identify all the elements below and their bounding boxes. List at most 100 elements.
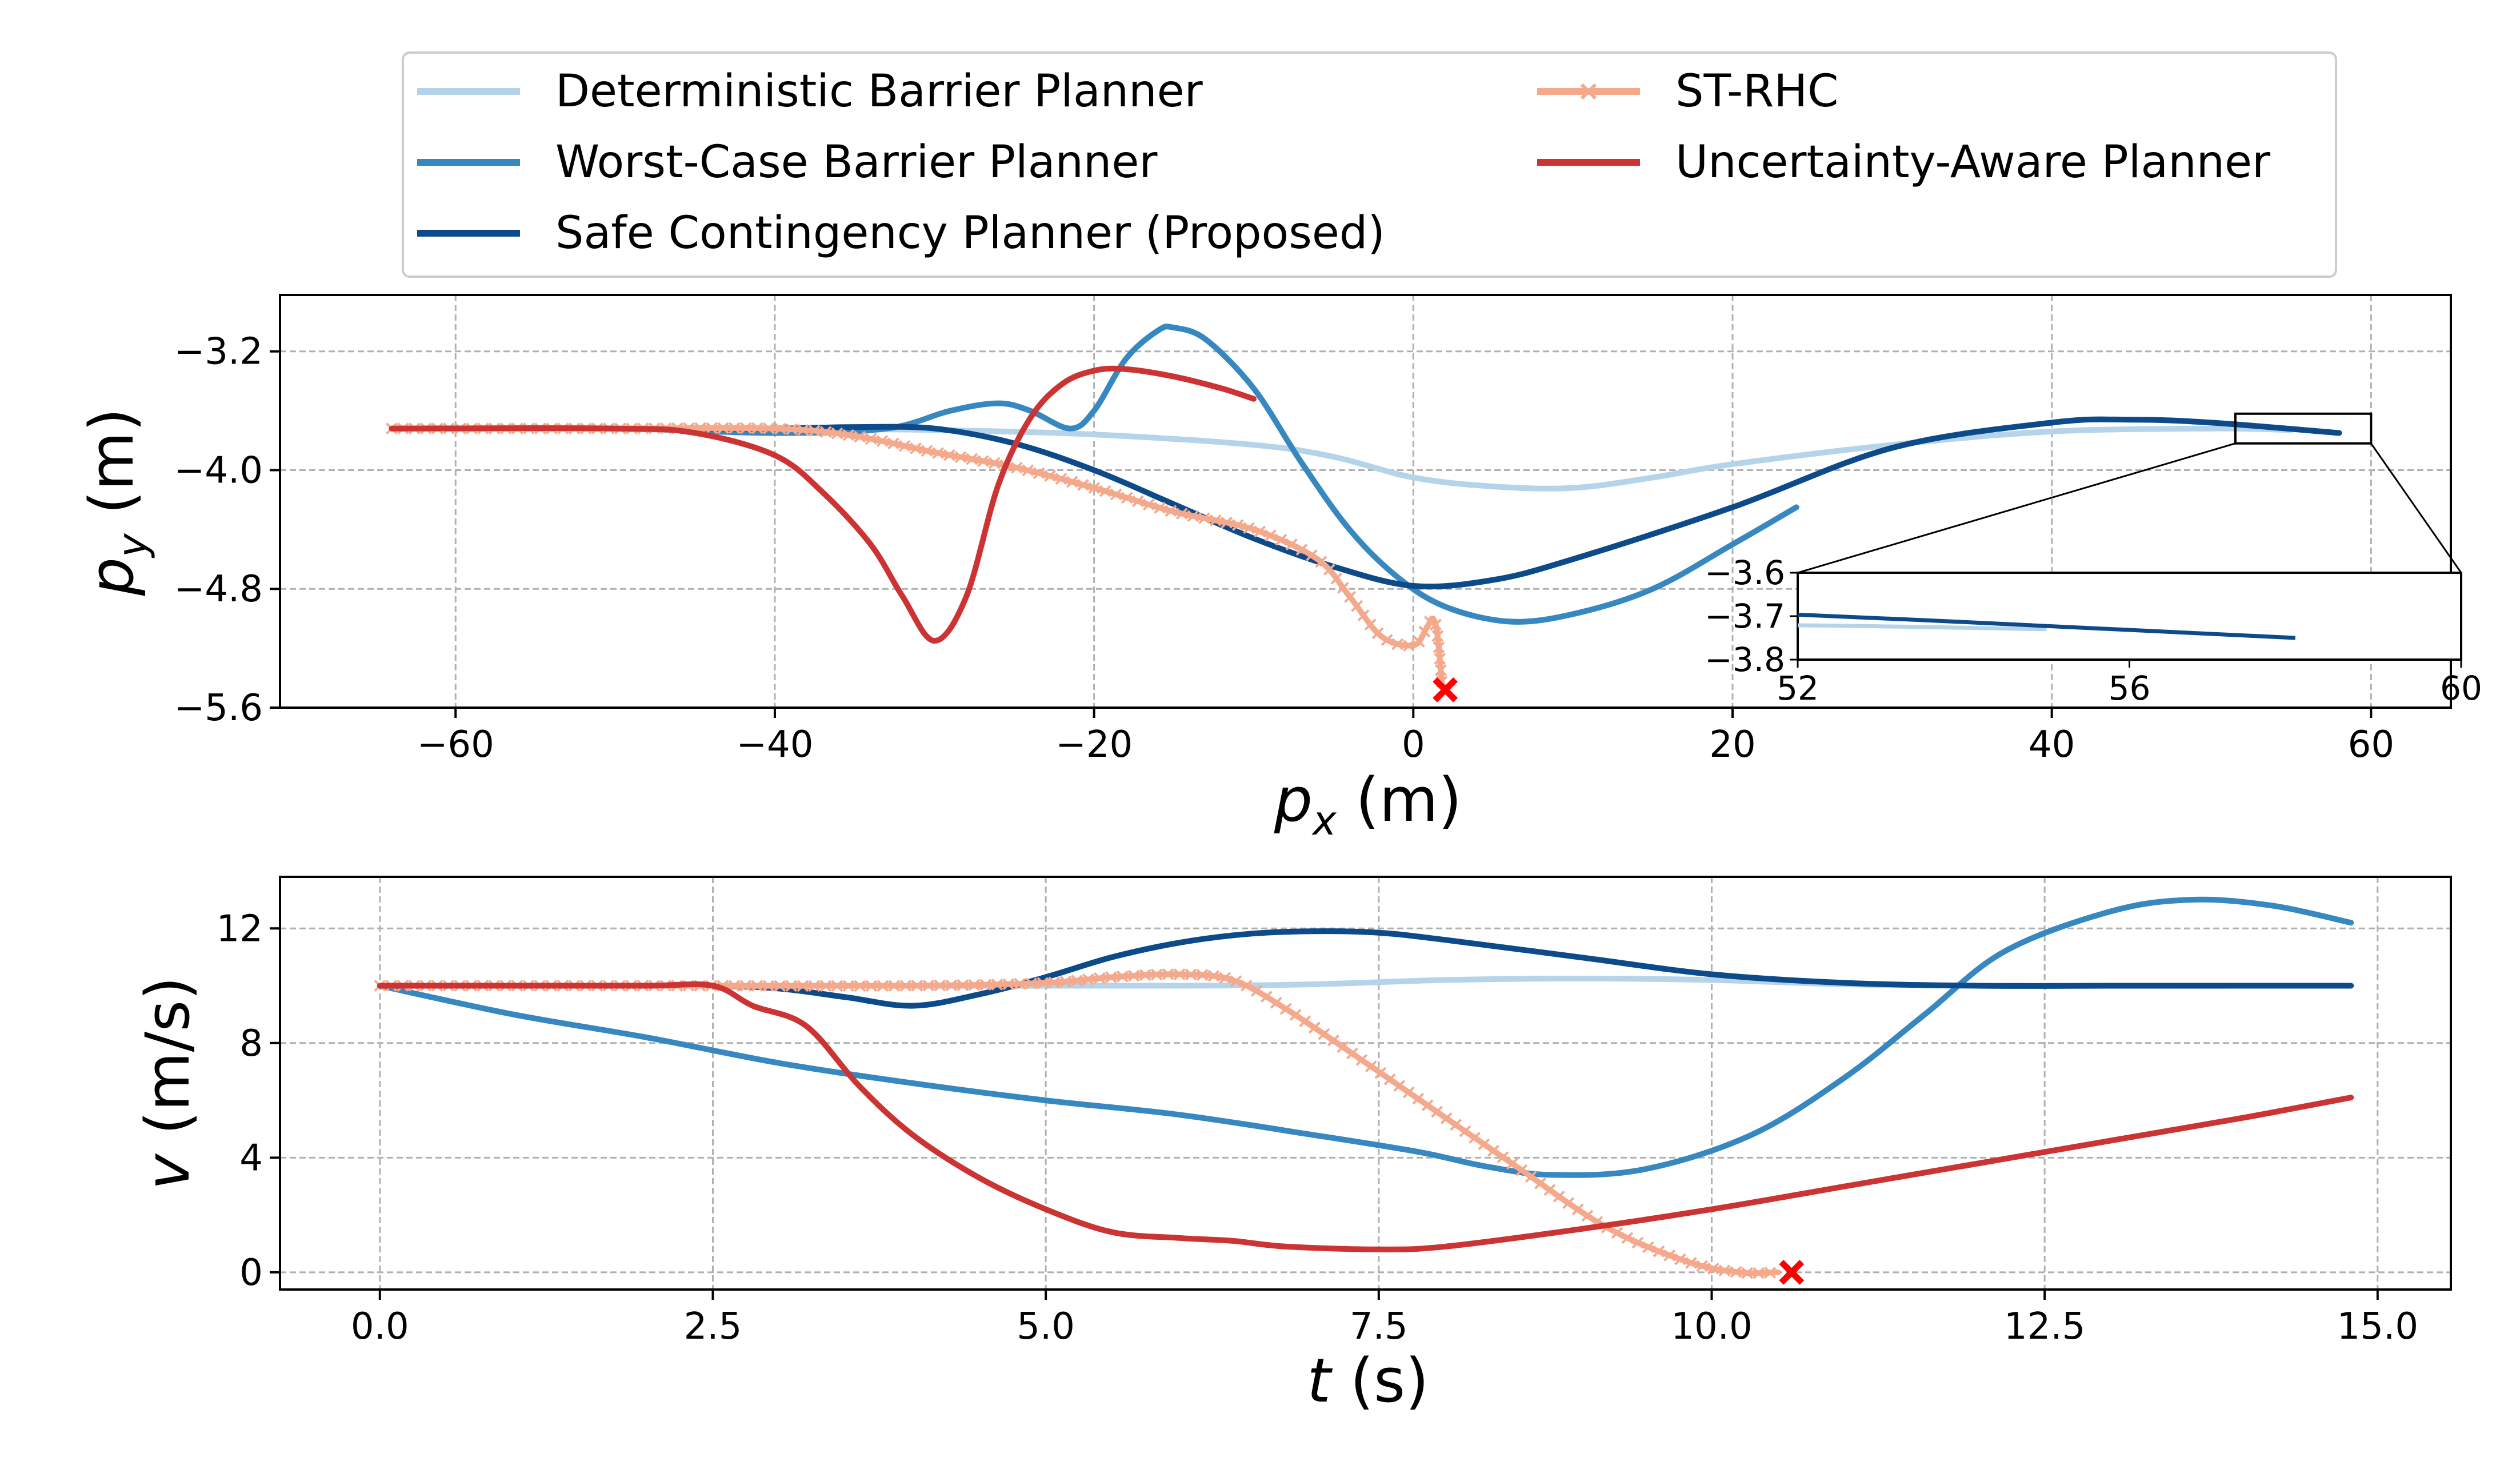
legend-entry-safe-contingency: Safe Contingency Planner (Proposed) [417,207,1385,259]
x-marker [932,447,945,459]
x-marker [1143,498,1155,511]
series-markers-st-rhc [386,422,1448,688]
x-marker [899,980,912,992]
x-marker [1221,516,1233,529]
x-marker [1162,968,1174,980]
x-marker [943,449,955,461]
x-marker [797,424,809,436]
series-line-worst-case-barrier-planner [377,896,2354,1178]
series-line-uncertainty-aware-planner [377,981,2354,1252]
series-lines [374,896,2354,1285]
x-marker [1121,492,1133,504]
x-marker [1037,977,1049,989]
x-marker [1631,1236,1644,1249]
x-marker [979,979,992,991]
x-tick-label: −60 [417,724,494,766]
legend-label: ST-RHC [1675,66,1838,117]
x-marker [1450,1119,1462,1131]
x-marker [1270,996,1282,1009]
inset-series-line-safe-contingency-planner-proposed [1798,612,2295,640]
x-tick-label: 15.0 [2337,1306,2419,1348]
x-marker [808,425,821,437]
x-marker [1139,969,1151,981]
x-marker [945,979,958,992]
x-tick-label: −40 [736,724,813,766]
legend-frame [402,51,2337,278]
x-marker [797,980,809,992]
x-marker [1154,502,1166,514]
x-marker [1279,1003,1292,1015]
x-marker [1653,1245,1665,1258]
x-marker [1196,969,1209,981]
x-marker [1173,968,1186,980]
x-marker [1044,470,1057,482]
x-tick-label: −20 [1055,724,1133,766]
inset-y-tick-label: −3.8 [1705,640,1785,679]
x-marker [1175,508,1188,520]
y-tick-label: 4 [239,1137,263,1179]
inset-y-tick-label: −3.7 [1705,597,1785,636]
x-marker [1402,1086,1415,1099]
x-marker [1344,590,1356,603]
x-marker [934,979,946,992]
x-marker [1289,1009,1302,1021]
crash-marker [1779,1260,1805,1285]
x-marker [888,980,901,992]
x-marker [762,980,775,992]
x-marker [865,980,878,992]
x-marker [774,980,786,992]
x-marker [1207,969,1220,982]
x-marker [1231,519,1244,531]
x-marker [1440,1112,1453,1124]
x-marker [1055,473,1067,485]
x-marker [1131,495,1144,508]
x-marker [1187,510,1199,522]
x-marker [1674,1253,1686,1266]
legend-entry-uncertainty-aware: Uncertainty-Aware Planner [1537,137,2271,188]
x-marker [1433,641,1445,653]
x-marker [1264,529,1277,542]
x-marker [786,423,798,436]
x-marker [1391,638,1404,650]
x-marker [1418,625,1431,638]
x-marker [728,980,741,992]
x-marker [1275,533,1287,546]
x-tick-label: 10.0 [1671,1306,1753,1348]
x-tick-label: 7.5 [1350,1306,1408,1348]
x-marker [831,427,843,440]
x-marker [1250,985,1263,997]
x-marker [1082,973,1094,985]
x-tick-label: 0.0 [351,1306,409,1348]
x-marker [1764,1267,1777,1279]
x-marker [1374,1067,1387,1079]
x-marker [1318,1028,1330,1040]
x-marker [911,980,923,992]
x-marker [1403,640,1415,652]
x-marker [1240,979,1253,992]
x-marker [729,422,741,434]
x-marker [1059,976,1072,988]
x-marker [1730,1266,1742,1278]
x-marker [1150,968,1163,981]
legend-label: Worst-Case Barrier Planner [555,137,1158,188]
x-marker [1685,1256,1697,1269]
x-marker [1243,522,1255,534]
x-marker [1525,1171,1537,1183]
x-marker [1365,1060,1377,1073]
inset-frame [1797,572,2462,661]
x-marker [968,979,981,991]
x-marker [1515,1164,1528,1176]
x-marker [854,980,866,992]
x-marker [1099,485,1111,497]
x-marker [865,433,877,445]
x-marker [988,457,1001,469]
x-marker [1260,991,1273,1003]
x-marker [1423,616,1436,628]
series-lines [386,324,2342,702]
legend-label: Uncertainty-Aware Planner [1675,137,2271,188]
x-marker [1002,978,1015,991]
series-line-safe-contingency-planner-proposed [389,416,2342,590]
x-marker [831,980,843,992]
x-tick-label: 12.5 [2004,1306,2086,1348]
x-marker [1351,600,1363,612]
